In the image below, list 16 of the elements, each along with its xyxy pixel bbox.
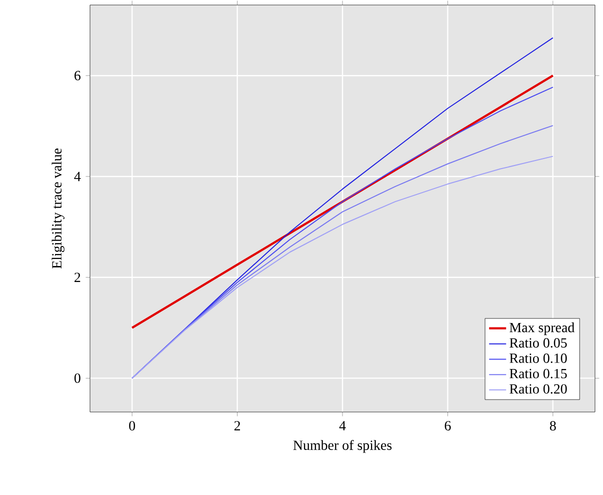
x-tick-label: 8: [550, 421, 556, 431]
x-tick-label: 2: [234, 421, 240, 430]
legend-label: Ratio 0.10: [510, 354, 567, 364]
x-axis-title: Number of spikes: [293, 440, 392, 453]
legend-label: Ratio 0.05: [510, 338, 567, 348]
legend-label: Max spread: [510, 322, 574, 336]
y-axis-title: Eligibility trace value: [52, 148, 64, 269]
y-tick-label: 6: [74, 70, 80, 80]
y-tick-label: 2: [74, 272, 80, 282]
x-tick-label: 4: [339, 421, 346, 430]
x-tick-label: 0: [129, 421, 136, 431]
y-tick-label: 0: [74, 374, 80, 383]
x-tick-label: 6: [444, 421, 451, 430]
legend-label: Ratio 0.15: [510, 368, 567, 378]
y-tick-label: 4: [74, 172, 81, 182]
legend-label: Ratio 0.20: [510, 384, 567, 394]
